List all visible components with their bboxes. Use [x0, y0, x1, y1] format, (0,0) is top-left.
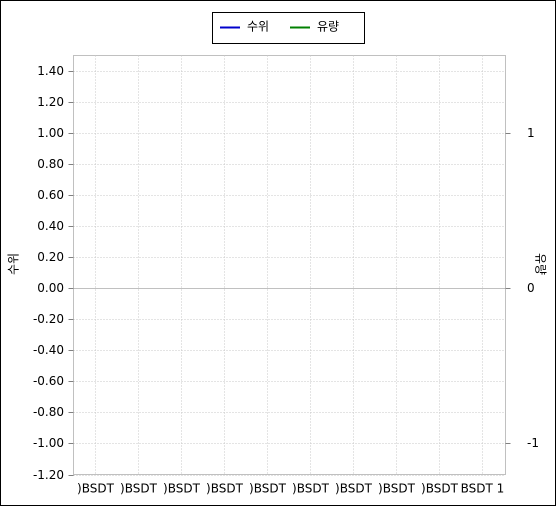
y-tick-label: 1.20	[37, 95, 64, 109]
legend-label: 수위	[247, 20, 269, 34]
y-tick-label: -0.80	[33, 405, 64, 419]
y-axis-label: 수위	[7, 253, 21, 275]
x-tick-label: )BSDT	[249, 482, 287, 496]
y-tick-label: 0.20	[37, 250, 64, 264]
y2-tick-label: -1	[527, 436, 539, 450]
y-tick-label: -0.60	[33, 374, 64, 388]
y-tick-label: -0.40	[33, 343, 64, 357]
y-tick-label: 0.60	[37, 188, 64, 202]
legend-label: 유량	[317, 20, 339, 34]
y2-tick-label: 0	[527, 281, 535, 295]
x-tick-label: )BSDT	[292, 482, 330, 496]
x-tick-label: )BSDT	[421, 482, 459, 496]
y2-tick-label: 1	[527, 126, 535, 140]
y-tick-label: 0.40	[37, 219, 64, 233]
x-tick-label: )BSDT	[335, 482, 373, 496]
x-tick-label: )BSDT	[206, 482, 244, 496]
y-tick-label: -1.00	[33, 436, 64, 450]
y-tick-label: 0.80	[37, 157, 64, 171]
y-tick-label: 0.00	[37, 281, 64, 295]
y-tick-label: 1.40	[37, 64, 64, 78]
x-tick-label: )BSDT	[120, 482, 158, 496]
x-tick-label: BSDT 1	[461, 482, 505, 496]
plot-area	[73, 55, 506, 475]
x-tick-label: )BSDT	[378, 482, 416, 496]
y2-axis-label: 유량	[534, 253, 548, 275]
x-tick-label: )BSDT	[163, 482, 201, 496]
y-tick-label: -0.20	[33, 312, 64, 326]
y-tick-label: -1.20	[33, 468, 64, 482]
x-tick-label: )BSDT	[77, 482, 115, 496]
y-tick-label: 1.00	[37, 126, 64, 140]
